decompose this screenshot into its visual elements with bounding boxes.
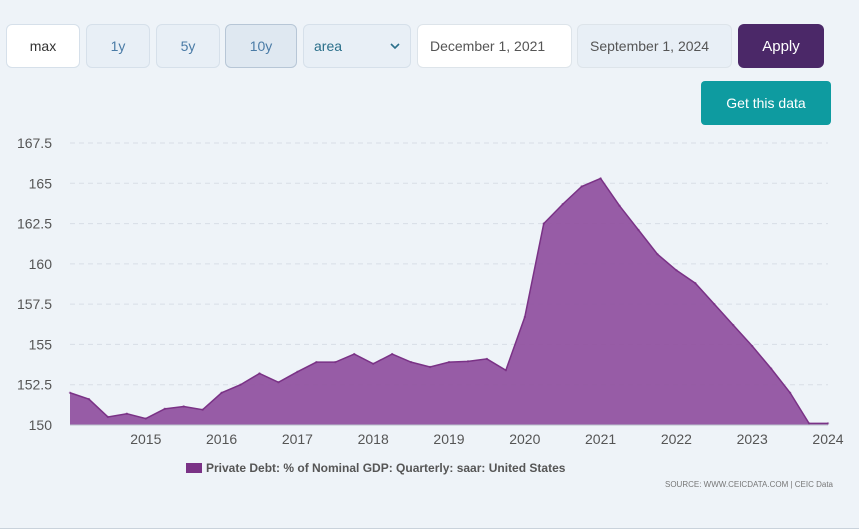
legend-label: Private Debt: % of Nominal GDP: Quarterl… [206, 461, 566, 475]
range-max-label: max [29, 38, 57, 54]
data-point [694, 281, 697, 285]
data-point [258, 372, 261, 375]
data-point [561, 203, 564, 206]
data-point [523, 315, 526, 319]
y-tick-label: 157.5 [17, 296, 52, 312]
data-point [87, 398, 91, 401]
data-point [390, 352, 394, 356]
x-tick-label: 2020 [509, 431, 540, 447]
data-point [409, 360, 413, 364]
data-point [637, 228, 640, 232]
y-tick-label: 167.5 [17, 135, 52, 151]
chart-type-value: area [314, 38, 343, 54]
data-point [239, 383, 242, 386]
data-point [182, 405, 185, 408]
x-tick-label: 2023 [737, 431, 768, 447]
data-point [675, 269, 678, 272]
x-tick-label: 2017 [282, 431, 313, 447]
data-point [466, 360, 470, 363]
data-point [580, 185, 583, 188]
y-tick-label: 150 [29, 417, 53, 433]
data-point [125, 412, 129, 415]
data-point [428, 365, 432, 369]
range-10y-label: 10y [249, 38, 273, 54]
data-point [769, 367, 773, 370]
x-tick-label: 2015 [130, 431, 161, 447]
x-tick-label: 2016 [206, 431, 237, 447]
data-point [656, 252, 659, 256]
data-point [106, 415, 110, 419]
data-point [144, 417, 147, 420]
get-data-button[interactable]: Get this data [701, 81, 831, 125]
start-date-value: December 1, 2021 [430, 38, 546, 54]
range-max-button[interactable]: max [6, 24, 80, 68]
data-point [334, 360, 337, 364]
y-tick-label: 160 [29, 256, 53, 272]
x-tick-label: 2024 [812, 431, 843, 447]
data-point [201, 408, 204, 411]
data-point [807, 422, 811, 425]
end-date-input[interactable]: September 1, 2024 [577, 24, 732, 68]
series-area [70, 178, 828, 425]
data-point [277, 381, 280, 384]
data-point [732, 323, 735, 327]
end-date-value: September 1, 2024 [590, 38, 710, 54]
data-point [296, 370, 299, 374]
area-chart: 150 152.5 155 157.5 160 162.5 165 167.5 2015 201… [17, 135, 844, 447]
range-5y-button[interactable]: 5y [156, 24, 220, 68]
chart-legend[interactable]: Private Debt: % of Nominal GDP: Quarterl… [186, 461, 565, 475]
range-10y-button[interactable]: 10y [225, 24, 297, 68]
data-point [485, 357, 489, 361]
start-date-input[interactable]: December 1, 2021 [417, 24, 572, 68]
get-data-label: Get this data [726, 95, 806, 111]
data-point [353, 352, 356, 356]
data-point [447, 360, 451, 364]
data-point [618, 204, 621, 208]
source-note: SOURCE: WWW.CEICDATA.COM | CEIC Data [664, 480, 833, 489]
x-tick-label: 2018 [358, 431, 389, 447]
data-point [68, 391, 72, 394]
data-point [220, 391, 223, 394]
apply-button[interactable]: Apply [738, 24, 824, 68]
range-1y-label: 1y [110, 38, 126, 54]
data-point [751, 344, 754, 348]
data-point [599, 177, 602, 180]
data-point [315, 360, 318, 364]
range-5y-label: 5y [180, 38, 196, 54]
y-tick-label: 155 [29, 336, 53, 352]
y-tick-label: 165 [29, 175, 53, 191]
data-point [163, 407, 166, 411]
data-point [504, 369, 508, 372]
x-tick-label: 2022 [661, 431, 692, 447]
x-tick-label: 2021 [585, 431, 616, 447]
x-tick-label: 2019 [433, 431, 464, 447]
y-tick-label: 162.5 [17, 216, 52, 232]
data-point [372, 362, 375, 365]
apply-label: Apply [762, 37, 800, 55]
y-tick-label: 152.5 [17, 377, 52, 393]
data-point [826, 422, 830, 425]
data-point [542, 222, 545, 225]
range-1y-button[interactable]: 1y [86, 24, 150, 68]
data-point [713, 302, 716, 306]
chart-type-select[interactable]: area [303, 24, 411, 68]
chevron-down-icon [390, 43, 400, 50]
legend-swatch [186, 463, 202, 473]
data-point [788, 391, 792, 394]
